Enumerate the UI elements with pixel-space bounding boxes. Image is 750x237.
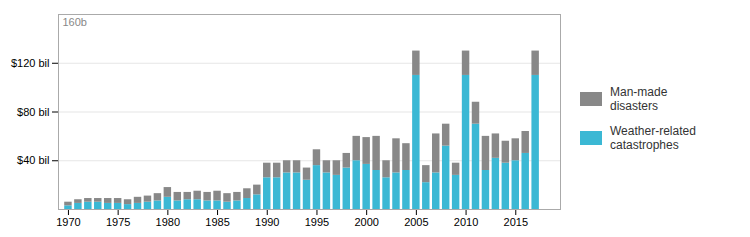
svg-text:$40 bil: $40 bil (17, 154, 49, 166)
svg-text:1985: 1985 (205, 216, 229, 228)
svg-text:1980: 1980 (156, 216, 180, 228)
svg-text:1990: 1990 (255, 216, 279, 228)
svg-text:2010: 2010 (454, 216, 478, 228)
svg-text:2005: 2005 (404, 216, 428, 228)
svg-text:1975: 1975 (106, 216, 130, 228)
svg-text:160b: 160b (63, 16, 87, 28)
html-text:Weather-related catastrophes: Weather-related catastrophes (610, 123, 696, 152)
svg-text:1970: 1970 (56, 216, 80, 228)
svg-text:2000: 2000 (354, 216, 378, 228)
html-text:Man-made disasters: Man-made disasters (610, 84, 668, 114)
svg-text:1995: 1995 (305, 216, 329, 228)
svg-text:$120 bil: $120 bil (11, 57, 50, 69)
svg-text:$80 bil: $80 bil (17, 106, 49, 118)
svg-text:2015: 2015 (504, 216, 528, 228)
